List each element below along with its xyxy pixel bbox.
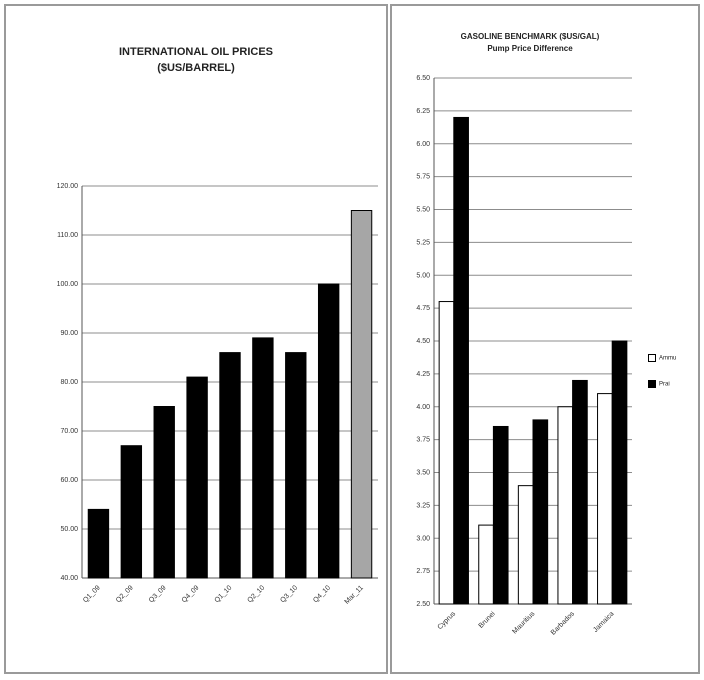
x-tick-label: Jamaica [592,610,615,633]
bar-ammu-barbados [557,406,574,605]
legend-label-ammu: Ammu [659,355,677,362]
bar-q1_10 [219,352,241,579]
gasoline-benchmark-chart: 2.50 2.75 3.00 3.25 3.50 3.75 4.00 4.25 4.50 4.75… [416,75,632,637]
x-tick-label: Q1_10 [214,584,234,604]
bar-ammu-mauritius [517,485,534,605]
y-tick-label: 70.00 [60,428,78,435]
x-tick-label: Mauritius [511,610,536,635]
y-tick-label: 4.00 [416,404,430,411]
oil-chart-subtitle: ($US/BARREL) [157,62,235,74]
y-tick-label: 5.25 [416,239,430,246]
y-tick-label: 4.75 [416,305,430,312]
bar-q4_09 [186,376,208,579]
y-tick-label: 4.50 [416,338,430,345]
bar-ammu-jamaica [597,393,613,605]
y-tick-label: 5.00 [416,272,430,279]
y-tick-label: 6.25 [416,108,430,115]
y-tick-label: 3.50 [416,470,430,477]
x-tick-label: Q4_09 [181,584,201,604]
x-tick-label: Q3_10 [279,584,299,604]
y-tick-label: 3.75 [416,437,430,444]
x-tick-label: Barbados [550,610,576,636]
bar-ammu-cyprus [438,301,455,605]
y-tick-label: 40.00 [60,575,78,582]
y-tick-label: 3.00 [416,535,430,542]
x-tick-label: Q2_10 [246,584,266,604]
y-tick-label: 80.00 [60,379,78,386]
x-tick-label: Q3_09 [148,584,168,604]
y-tick-label: 110.00 [57,232,78,239]
x-tick-label: Mar_11 [344,584,365,605]
bar-q3_09 [153,406,175,579]
gasoline-chart-title: GASOLINE BENCHMARK ($US/GAL) [460,32,600,41]
legend-label-prai: Prai [659,381,670,388]
bar-q3_10 [285,352,307,579]
y-tick-label: 90.00 [60,330,78,337]
x-tick-label: Brunei [478,610,498,630]
gasoline-chart-panel: GASOLINE BENCHMARK ($US/GAL) Pump Price … [390,4,700,674]
bar-prai-cyprus [453,116,469,605]
x-tick-label: Q2_09 [115,584,135,604]
y-tick-label: 120.00 [57,183,79,190]
x-tick-label: Cyprus [437,610,458,631]
bar-q4_10 [317,283,340,579]
y-tick-label: 2.75 [416,568,430,575]
y-tick-label: 50.00 [60,526,78,533]
bar-prai-mauritius [532,419,549,605]
bar-mar_11 [350,210,373,579]
y-tick-label: 6.50 [416,75,430,82]
bar-q2_09 [120,445,143,579]
y-tick-label: 4.25 [416,371,430,378]
y-tick-label: 5.75 [416,174,430,181]
x-tick-label: Q1_09 [82,584,102,604]
y-tick-label: 2.50 [416,601,430,608]
legend-swatch-ammu [648,354,656,362]
bar-q1_09 [87,508,110,579]
bar-prai-jamaica [611,340,628,605]
y-tick-label: 60.00 [60,477,78,484]
bar-ammu-brunei [478,524,494,605]
gasoline-chart-subtitle: Pump Price Difference [487,44,573,53]
y-tick-label: 3.25 [416,502,430,509]
y-tick-label: 5.50 [416,207,430,214]
legend-item-prai: Prai [648,380,670,388]
oil-prices-chart-panel: INTERNATIONAL OIL PRICES ($US/BARREL) 40… [4,4,388,674]
oil-prices-chart: 40.00 50.00 60.00 70.00 80.00 90.00 100.00 110.… [57,183,378,606]
x-tick-label: Q4_10 [312,584,332,604]
legend-item-ammu: Ammu [648,354,676,362]
y-tick-label: 6.00 [416,141,430,148]
bar-prai-brunei [492,425,509,605]
y-tick-label: 100.00 [57,281,79,288]
legend-swatch-prai [648,380,656,388]
bar-q2_10 [252,337,274,579]
oil-chart-title: INTERNATIONAL OIL PRICES [118,46,273,58]
bar-prai-barbados [572,379,588,605]
